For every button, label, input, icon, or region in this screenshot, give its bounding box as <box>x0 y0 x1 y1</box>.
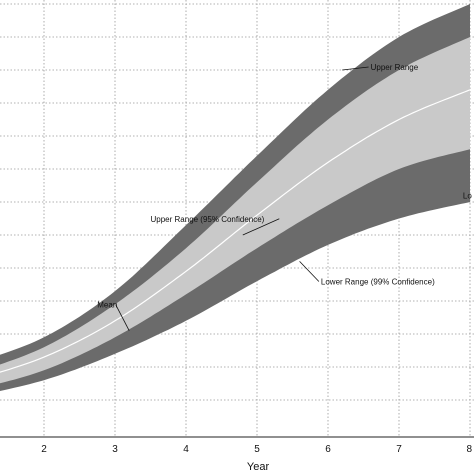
x-tick-labels: 2 3 4 5 6 7 8 <box>41 444 472 455</box>
bands <box>0 4 471 392</box>
x-axis-title: Year <box>247 461 270 473</box>
x-tick-label: 3 <box>112 444 118 455</box>
x-tick-label: 5 <box>254 444 260 455</box>
confidence-band <box>0 37 470 384</box>
annotation-leader <box>342 66 369 71</box>
annotation-label: Lo <box>463 192 472 201</box>
x-tick-label: 8 <box>466 444 472 455</box>
x-tick-label: 2 <box>41 444 47 455</box>
x-tick-label: 6 <box>325 444 331 455</box>
annotation-label: Upper Range (95% Confidence) <box>151 215 265 224</box>
annotation-leader <box>242 218 280 236</box>
outer-range-band <box>0 4 470 392</box>
mean-line <box>0 89 471 373</box>
annotation-leader <box>299 261 320 282</box>
annotation-label: Mean <box>97 301 117 310</box>
annotation-leader <box>115 304 130 331</box>
annotation-label: Lower Range (99% Confidence) <box>321 278 435 287</box>
x-tick-label: 7 <box>396 444 402 455</box>
annotations: Upper Range Upper Range (95% Confidence) L… <box>97 63 472 331</box>
x-tick-label: 4 <box>183 444 189 455</box>
annotation-label: Upper Range <box>371 63 419 72</box>
